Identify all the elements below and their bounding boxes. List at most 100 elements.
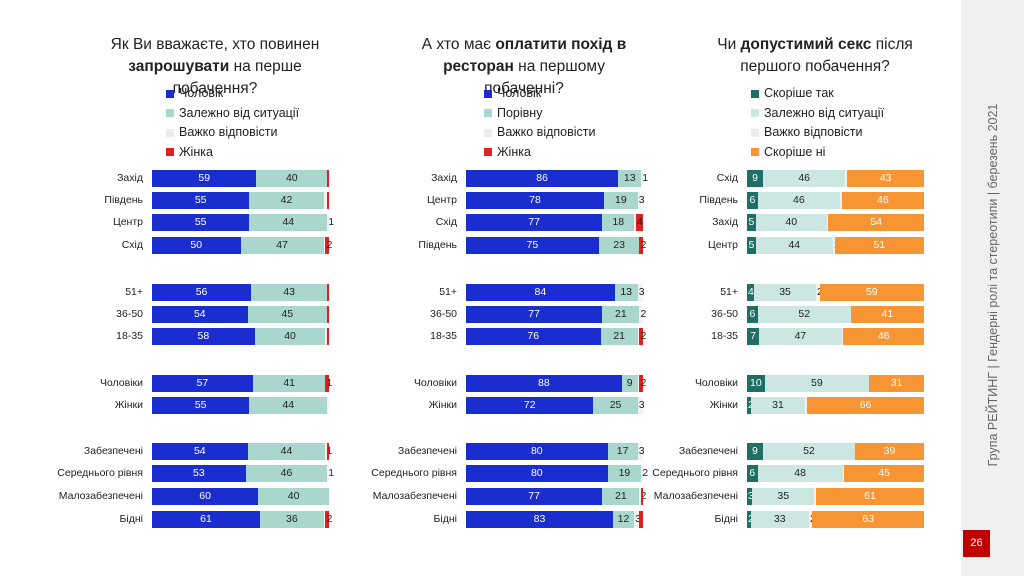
bar-row: Жінки 72 25 3 <box>429 397 645 414</box>
bar-segment: 36 <box>259 511 324 528</box>
bar-segment <box>641 488 643 505</box>
bar-segment: 76 <box>466 328 601 345</box>
category-label: Забезпечені <box>678 445 738 457</box>
bar-segment: 4 <box>747 284 755 301</box>
category-label: Захід <box>431 172 457 184</box>
bar-segment <box>327 397 329 414</box>
bar-segment: 54 <box>152 443 248 460</box>
title-part: Чи <box>717 36 741 53</box>
bar-segment: 19 <box>604 192 638 209</box>
bar-segment: 10 <box>747 375 765 392</box>
bar-segment <box>325 328 328 345</box>
bar-row: Південь 75 23 2 <box>418 237 646 254</box>
title-part: на перше побачення? <box>172 58 302 97</box>
legend-item: Важко відповісти <box>484 123 596 143</box>
title-part: А хто має <box>421 36 496 53</box>
bar-segment: 55 <box>152 192 250 209</box>
bar-segment: 56 <box>152 284 252 301</box>
category-label: Чоловіки <box>99 377 143 389</box>
bar-segment: 1 <box>325 443 332 460</box>
bar-segment: 12 <box>612 511 635 528</box>
bar-segment <box>323 192 328 209</box>
bar-segment: 40 <box>254 328 326 345</box>
bar-segment: 9 <box>747 443 763 460</box>
bar-row: Жінки 55 44 <box>115 397 329 414</box>
title-part: допустимий секс <box>740 36 872 53</box>
legend-swatch <box>166 128 174 137</box>
bar-segment: 46 <box>843 328 924 345</box>
bar-segment <box>327 170 329 187</box>
bar-segment: 45 <box>247 306 328 323</box>
category-label: Південь <box>699 194 738 206</box>
bar-segment: 59 <box>764 375 870 392</box>
category-label: 51+ <box>439 286 457 298</box>
legend-label: Скоріше ні <box>764 144 826 159</box>
bar-segment: 6 <box>747 465 758 482</box>
bar-row: Середнього рівня648145 <box>652 465 924 482</box>
bar-segment: 57 <box>152 375 253 392</box>
bar-segment: 50 <box>152 237 241 254</box>
sidebar: Група РЕЙТИНГ | Гендерні ролі та стереот… <box>961 0 1024 576</box>
category-label: Центр <box>426 194 457 206</box>
bar-segment: 59 <box>819 284 924 301</box>
chart-title: А хто має оплатити похід в ресторан на п… <box>409 34 639 100</box>
chart-panel-pay: А хто має оплатити похід в ресторан на п… <box>0 0 648 576</box>
bar-segment: 88 <box>466 375 622 392</box>
legend-swatch <box>484 89 492 98</box>
category-label: Захід <box>117 172 143 184</box>
bar-segment: 23 <box>598 237 640 254</box>
bar-segment: 78 <box>466 192 605 209</box>
legend-item: Порівну <box>484 104 596 124</box>
category-label: 51+ <box>720 286 738 298</box>
legend-swatch <box>751 148 759 157</box>
bar-segment: 83 <box>466 511 613 528</box>
bar-segment: 46 <box>245 465 328 482</box>
category-label: 18-35 <box>711 330 738 342</box>
bar-segment <box>634 214 636 231</box>
bar-segment: 63 <box>812 511 924 528</box>
category-label: 36-50 <box>116 308 143 320</box>
legend-swatch <box>751 109 759 118</box>
bar-segment: 77 <box>466 306 603 323</box>
bar-segment: 21 <box>600 328 638 345</box>
bar-segment: 40 <box>755 214 827 231</box>
legend-label: Скоріше так <box>764 86 834 100</box>
bar-segment: 9 <box>621 375 638 392</box>
bar-row: Схід 77 18 4 <box>436 214 643 231</box>
bar-segment: 4 <box>635 214 643 231</box>
category-label: Малозабезпечені <box>58 490 143 502</box>
bar-segment: 19 <box>607 465 642 482</box>
bar-segment <box>639 511 643 528</box>
category-label: Бідні <box>119 513 143 525</box>
category-label: Південь <box>104 194 143 206</box>
bar-segment: 58 <box>152 328 255 345</box>
legend-item: Жінка <box>166 143 299 163</box>
category-label: Південь <box>418 239 457 251</box>
bar-segment: 3 <box>637 192 645 209</box>
category-label: 36-50 <box>430 308 457 320</box>
bar-segment: 31 <box>750 397 806 414</box>
category-label: Жінки <box>709 399 738 411</box>
legend-swatch <box>751 128 759 137</box>
legend-item: Чоловік <box>484 84 596 104</box>
bar-segment: 7 <box>747 328 760 345</box>
bar-row: Середнього рівня 53 46 1 <box>57 465 334 482</box>
bar-segment: 42 <box>249 192 324 209</box>
bar-row: Захід 86 13 1 <box>431 170 648 187</box>
legend-item: Важко відповісти <box>751 123 884 143</box>
bar-row: Бідні233263 <box>715 511 924 528</box>
bar-row: Захід540154 <box>712 214 924 231</box>
title-part: оплатити похід в ресторан <box>443 36 627 75</box>
legend-swatch <box>166 89 174 98</box>
bar-segment: 35 <box>752 488 815 505</box>
bar-segment <box>637 328 640 345</box>
bar-segment: 84 <box>466 284 615 301</box>
bar-segment: 3 <box>747 488 754 505</box>
bar-segment: 54 <box>152 306 248 323</box>
category-label: Захід <box>712 216 738 228</box>
legend-label: Залежно від ситуації <box>179 105 300 120</box>
bar-row: 36-50 6 52 41 <box>711 306 924 323</box>
title-part: запрошувати <box>128 58 230 75</box>
bar-segment: 47 <box>759 328 842 345</box>
bar-segment: 9 <box>747 170 764 187</box>
